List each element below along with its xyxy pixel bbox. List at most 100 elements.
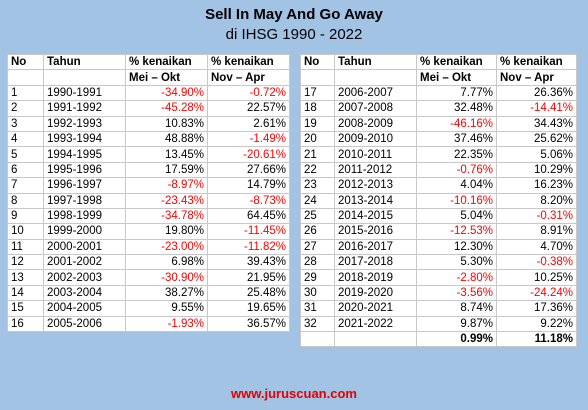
cell-nov-apr: -1.49% xyxy=(207,130,290,148)
cell-tahun: 2004-2005 xyxy=(43,300,126,317)
table-row: 12 2001-2002 6.98% 39.43% xyxy=(7,254,290,271)
totals-empty xyxy=(300,331,335,348)
subheader-empty xyxy=(7,69,44,86)
table-row: 18 2007-2008 32.48% -14.41% xyxy=(300,100,577,117)
cell-no: 3 xyxy=(7,115,44,132)
cell-mei-okt: 5.04% xyxy=(416,207,497,225)
cell-mei-okt: 13.45% xyxy=(125,146,208,163)
cell-no: 6 xyxy=(7,161,44,179)
cell-mei-okt: -3.56% xyxy=(416,284,497,302)
cell-tahun: 2019-2020 xyxy=(334,284,417,302)
header-tahun: Tahun xyxy=(334,53,417,71)
table-row: 8 1997-1998 -23.43% -8.73% xyxy=(7,192,290,209)
cell-mei-okt: 37.46% xyxy=(416,130,497,148)
cell-nov-apr: 8.91% xyxy=(496,223,577,240)
header-row: No Tahun % kenaikan % kenaikan xyxy=(7,53,290,71)
cell-nov-apr: 25.62% xyxy=(496,130,577,148)
header-kenaikan-nov: % kenaikan xyxy=(207,53,290,71)
cell-no: 1 xyxy=(7,84,44,102)
cell-no: 12 xyxy=(7,254,44,271)
cell-nov-apr: -0.38% xyxy=(496,254,577,271)
cell-nov-apr: 25.48% xyxy=(207,284,290,302)
cell-mei-okt: 19.80% xyxy=(125,223,208,240)
subheader-period-nov: Nov – Apr xyxy=(496,69,577,86)
cell-tahun: 2016-2017 xyxy=(334,238,417,256)
cell-nov-apr: -11.45% xyxy=(207,223,290,240)
cell-no: 9 xyxy=(7,207,44,225)
cell-tahun: 1991-1992 xyxy=(43,100,126,117)
table-row: 2 1991-1992 -45.28% 22.57% xyxy=(7,100,290,117)
cell-nov-apr: 10.25% xyxy=(496,269,577,286)
cell-tahun: 2000-2001 xyxy=(43,238,126,256)
cell-nov-apr: 39.43% xyxy=(207,254,290,271)
cell-no: 20 xyxy=(300,130,335,148)
cell-no: 17 xyxy=(300,84,335,102)
cell-tahun: 1994-1995 xyxy=(43,146,126,163)
table-row: 16 2005-2006 -1.93% 36.57% xyxy=(7,315,290,333)
cell-no: 14 xyxy=(7,284,44,302)
cell-no: 32 xyxy=(300,315,335,333)
cell-mei-okt: 32.48% xyxy=(416,100,497,117)
table-row: 22 2011-2012 -0.76% 10.29% xyxy=(300,161,577,179)
cell-mei-okt: 5.30% xyxy=(416,254,497,271)
total-mei-okt: 0.99% xyxy=(416,331,497,348)
cell-nov-apr: 10.29% xyxy=(496,161,577,179)
cell-no: 23 xyxy=(300,177,335,194)
cell-no: 7 xyxy=(7,177,44,194)
table-row: 28 2017-2018 5.30% -0.38% xyxy=(300,254,577,271)
subheader-row: Mei – Okt Nov – Apr xyxy=(7,69,290,86)
cell-mei-okt: -34.90% xyxy=(125,84,208,102)
cell-mei-okt: 10.83% xyxy=(125,115,208,132)
cell-tahun: 2010-2011 xyxy=(334,146,417,163)
cell-mei-okt: 8.74% xyxy=(416,300,497,317)
subheader-empty xyxy=(300,69,335,86)
cell-no: 4 xyxy=(7,130,44,148)
cell-mei-okt: -23.43% xyxy=(125,192,208,209)
cell-mei-okt: -10.16% xyxy=(416,192,497,209)
table-row: 27 2016-2017 12.30% 4.70% xyxy=(300,238,577,256)
cell-mei-okt: 4.04% xyxy=(416,177,497,194)
table-row: 30 2019-2020 -3.56% -24.24% xyxy=(300,284,577,302)
table-row: 13 2002-2003 -30.90% 21.95% xyxy=(7,269,290,286)
table-row: 10 1999-2000 19.80% -11.45% xyxy=(7,223,290,240)
cell-tahun: 2009-2010 xyxy=(334,130,417,148)
cell-tahun: 2001-2002 xyxy=(43,254,126,271)
cell-mei-okt: 17.59% xyxy=(125,161,208,179)
cell-nov-apr: -8.73% xyxy=(207,192,290,209)
cell-tahun: 1998-1999 xyxy=(43,207,126,225)
cell-nov-apr: 9.22% xyxy=(496,315,577,333)
cell-nov-apr: 19.65% xyxy=(207,300,290,317)
cell-tahun: 2003-2004 xyxy=(43,284,126,302)
cell-nov-apr: 4.70% xyxy=(496,238,577,256)
cell-mei-okt: -8.97% xyxy=(125,177,208,194)
cell-no: 15 xyxy=(7,300,44,317)
cell-mei-okt: -0.76% xyxy=(416,161,497,179)
subheader-period-mei: Mei – Okt xyxy=(125,69,208,86)
cell-no: 18 xyxy=(300,100,335,117)
cell-mei-okt: 9.55% xyxy=(125,300,208,317)
cell-no: 29 xyxy=(300,269,335,286)
cell-mei-okt: 38.27% xyxy=(125,284,208,302)
cell-nov-apr: 2.61% xyxy=(207,115,290,132)
table-row: 21 2010-2011 22.35% 5.06% xyxy=(300,146,577,163)
cell-nov-apr: -11.82% xyxy=(207,238,290,256)
table-row: 17 2006-2007 7.77% 26.36% xyxy=(300,84,577,102)
cell-nov-apr: 64.45% xyxy=(207,207,290,225)
table-row: 24 2013-2014 -10.16% 8.20% xyxy=(300,192,577,209)
cell-no: 13 xyxy=(7,269,44,286)
header-no: No xyxy=(7,53,44,71)
cell-no: 2 xyxy=(7,100,44,117)
table-row: 15 2004-2005 9.55% 19.65% xyxy=(7,300,290,317)
cell-no: 21 xyxy=(300,146,335,163)
table-row: 29 2018-2019 -2.80% 10.25% xyxy=(300,269,577,286)
header-kenaikan-mei: % kenaikan xyxy=(416,53,497,71)
page-subtitle: di IHSG 1990 - 2022 xyxy=(225,26,363,43)
cell-no: 16 xyxy=(7,315,44,333)
cell-no: 10 xyxy=(7,223,44,240)
cell-tahun: 2018-2019 xyxy=(334,269,417,286)
cell-nov-apr: -24.24% xyxy=(496,284,577,302)
totals-empty xyxy=(334,331,417,348)
table-row: 32 2021-2022 9.87% 9.22% xyxy=(300,315,577,333)
cell-tahun: 2012-2013 xyxy=(334,177,417,194)
cell-tahun: 2008-2009 xyxy=(334,115,417,132)
